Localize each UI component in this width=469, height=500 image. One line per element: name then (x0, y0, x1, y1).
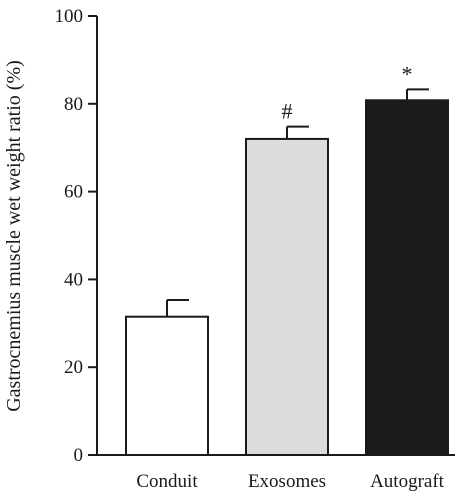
y-tick-label: 60 (64, 182, 83, 203)
y-tick-label: 40 (64, 269, 83, 290)
y-tick-label: 0 (74, 445, 84, 466)
y-axis-title: Gastrocnemius muscle wet weight ratio (%… (3, 60, 25, 412)
bars (125, 88, 449, 457)
significance-marker: * (402, 61, 413, 86)
x-tick-label: Conduit (136, 471, 198, 492)
x-tick-label: Exosomes (248, 471, 326, 492)
bar-exosomes (245, 137, 329, 456)
significance-marker: # (282, 99, 293, 124)
bar-conduit (125, 315, 209, 456)
x-tick-label: Autograft (370, 471, 445, 492)
y-tick-label: 20 (64, 357, 83, 378)
y-tick-label: 80 (64, 94, 83, 115)
bar-autograft (365, 99, 449, 457)
y-tick-label: 100 (55, 6, 84, 27)
labels: 0 20 40 60 80 100 Conduit # Exosomes * Autograft (55, 6, 445, 492)
